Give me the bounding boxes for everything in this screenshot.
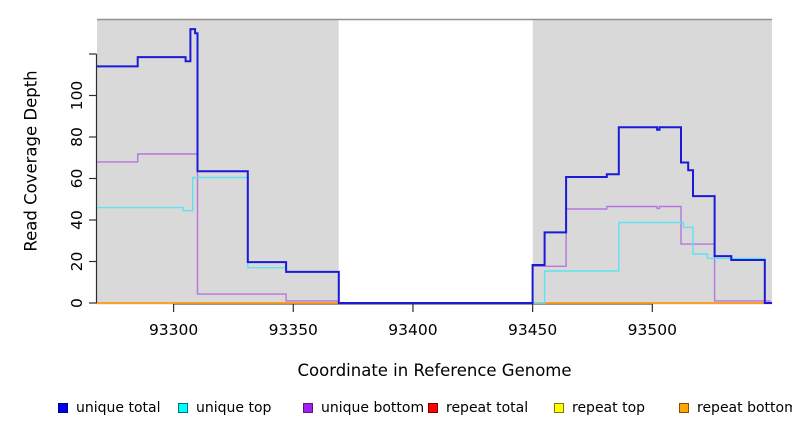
repeat-total-swatch-icon <box>428 403 438 413</box>
series-line-unique-top <box>97 176 772 304</box>
x-axis-title: Coordinate in Reference Genome <box>297 361 572 380</box>
legend-label: repeat bottom <box>697 400 792 416</box>
legend-label: repeat top <box>572 400 646 416</box>
y-axis-title: Read Coverage Depth <box>21 70 41 252</box>
y-tick-label: 40 <box>68 210 86 230</box>
repeat-bottom-swatch-icon <box>679 403 689 413</box>
series-line-unique-total <box>97 28 772 304</box>
series-line-unique-bottom <box>97 153 772 304</box>
x-tick-label: 93450 <box>508 321 557 339</box>
legend-item-unique-bottom: unique bottom <box>303 399 424 417</box>
x-tick-label: 93350 <box>269 321 318 339</box>
unique-total-swatch-icon <box>58 403 68 413</box>
gap-region <box>338 19 533 305</box>
y-tick-label: 60 <box>68 169 86 189</box>
shaded-coverage-region <box>532 19 772 305</box>
legend-item-repeat-bottom: repeat bottom <box>679 399 792 417</box>
plot-background-panels <box>97 18 772 305</box>
x-tick-label: 93300 <box>149 321 198 339</box>
repeat-top-swatch-icon <box>554 403 564 413</box>
unique-top-swatch-icon <box>178 403 188 413</box>
legend: unique total unique top unique bottom re… <box>0 399 792 419</box>
y-tick-label: 100 <box>68 81 86 111</box>
legend-item-unique-total: unique total <box>58 399 160 417</box>
legend-label: unique total <box>76 400 161 416</box>
legend-item-repeat-total: repeat total <box>428 399 528 417</box>
x-tick-label: 93400 <box>388 321 437 339</box>
legend-label: repeat total <box>446 400 529 416</box>
y-tick-label: 0 <box>68 298 86 308</box>
axes: 0 20 40 60 80 100 93300 93350 93400 93450 93500 <box>68 53 677 339</box>
y-tick-label: 20 <box>68 252 86 272</box>
legend-item-unique-top: unique top <box>178 399 271 417</box>
y-tick-label: 80 <box>68 127 86 147</box>
legend-item-repeat-top: repeat top <box>554 399 645 417</box>
legend-label: unique bottom <box>321 400 425 416</box>
legend-label: unique top <box>196 400 272 416</box>
x-tick-label: 93500 <box>628 321 677 339</box>
unique-bottom-swatch-icon <box>303 403 313 413</box>
series-lines <box>97 28 772 304</box>
